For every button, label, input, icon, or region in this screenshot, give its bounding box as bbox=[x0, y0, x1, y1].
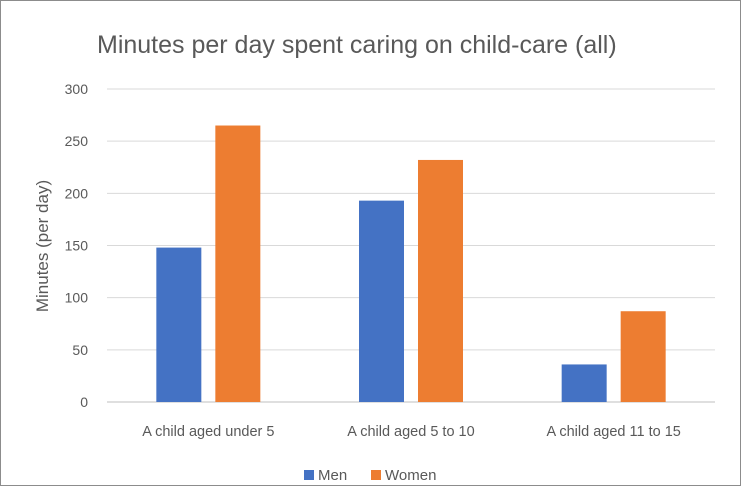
bar-men-3 bbox=[561, 364, 607, 402]
legend-label-men: Men bbox=[318, 467, 347, 484]
legend: Men Women bbox=[304, 467, 436, 484]
y-tick-label: 300 bbox=[65, 81, 89, 97]
y-axis-ticks: 0 50 100 150 200 250 300 bbox=[65, 81, 89, 410]
y-tick-label: 150 bbox=[65, 238, 89, 254]
chart-title: Minutes per day spent caring on child-ca… bbox=[97, 31, 617, 59]
bar-women-2 bbox=[418, 159, 463, 402]
legend-label-women: Women bbox=[385, 467, 436, 484]
x-category-label: A child aged under 5 bbox=[142, 424, 274, 440]
y-tick-label: 0 bbox=[80, 394, 88, 410]
y-tick-label: 50 bbox=[72, 342, 88, 358]
gridlines bbox=[107, 88, 715, 403]
legend-swatch-men bbox=[304, 470, 314, 480]
x-category-label: A child aged 11 to 15 bbox=[546, 424, 680, 440]
bars bbox=[156, 125, 666, 403]
y-tick-label: 200 bbox=[65, 185, 89, 201]
bar-women-3 bbox=[620, 311, 666, 402]
y-tick-label: 250 bbox=[65, 133, 89, 149]
bar-men-1 bbox=[156, 247, 202, 402]
x-axis-categories: A child aged under 5 A child aged 5 to 10… bbox=[142, 424, 681, 440]
x-category-label: A child aged 5 to 10 bbox=[347, 424, 474, 440]
y-axis-label: Minutes (per day) bbox=[33, 180, 52, 312]
y-tick-label: 100 bbox=[65, 290, 89, 306]
legend-swatch-women bbox=[371, 470, 381, 480]
bar-women-1 bbox=[215, 125, 261, 403]
bar-men-2 bbox=[359, 200, 404, 402]
